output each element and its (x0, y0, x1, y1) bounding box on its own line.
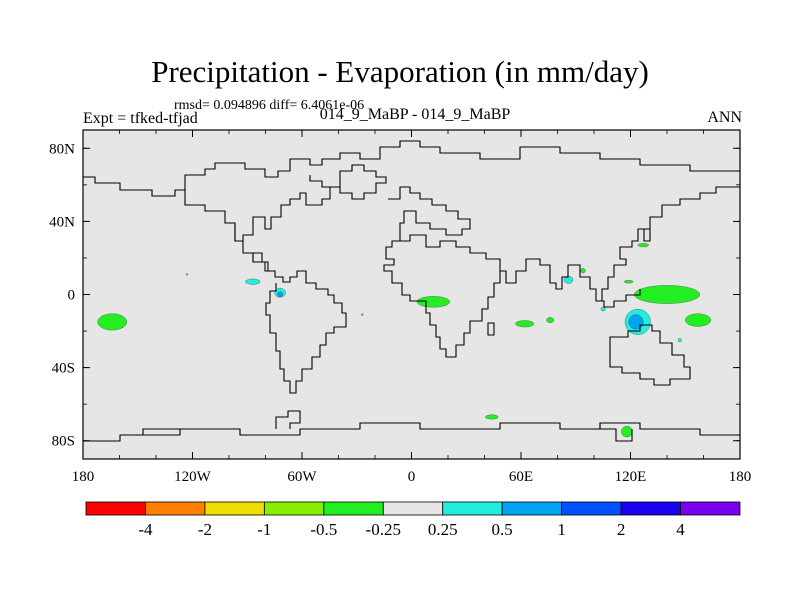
experiment-label: Expt = tfked-tfjad (83, 110, 198, 127)
field-contours (97, 243, 711, 438)
rmsd-diff-stats: rmsd= 0.094896 diff= 6.4061e-06 (174, 98, 365, 113)
field-patch-south-pacific (97, 313, 127, 331)
colorbar-swatch (85, 501, 146, 516)
field-patch-east-africa (515, 320, 534, 328)
colorbar-swatch (145, 501, 206, 516)
field-patch-sumatra (600, 307, 606, 312)
coastline-eurasia (383, 186, 740, 358)
x-tick-label: 120W (174, 469, 212, 485)
colorbar-swatch (204, 501, 265, 516)
y-tick-label: 40N (49, 214, 75, 230)
coastline-antarctic-peninsula (275, 410, 301, 429)
field-patch-central-america (245, 278, 261, 285)
colorbar-swatch (442, 501, 503, 516)
plot-title: Precipitation - Evaporation (in mm/day) (151, 54, 649, 89)
field-patch-south-america-east (361, 313, 364, 316)
colorbar-swatch (323, 501, 384, 516)
x-tick-label: 0 (408, 469, 416, 485)
coastlines (83, 140, 740, 442)
coastline-japan (643, 228, 651, 242)
coastline-greenland (330, 164, 387, 200)
coastline-hudson-bay (234, 175, 331, 242)
y-tick-label: 80N (49, 141, 75, 157)
colorbar-swatch (382, 501, 444, 516)
coastline-gulf-mexico (252, 252, 269, 271)
field-patch-queensland (677, 338, 682, 343)
field-patch-north-pacific (185, 273, 189, 276)
colorbar-label: 1 (557, 520, 566, 539)
coastline-north (83, 140, 740, 197)
field-patch-amazon-west-core (277, 291, 284, 298)
y-tick-label: 40S (52, 361, 75, 377)
y-tick-label: 80S (52, 434, 75, 450)
colorbar-swatch (263, 501, 325, 516)
colorbar-swatch (680, 501, 741, 516)
y-tick-label: 0 (68, 288, 76, 304)
colorbar-label: 4 (676, 520, 685, 539)
colorbar-label: -0.25 (366, 520, 401, 539)
field-patch-central-africa (416, 296, 451, 308)
x-tick-label: 180 (729, 469, 752, 485)
colorbar-label: 2 (617, 520, 626, 539)
colorbar-label: 0.5 (492, 520, 513, 539)
field-patch-new-guinea-core (628, 314, 644, 330)
colorbar-label: -1 (257, 520, 271, 539)
colorbar-label: 0.25 (428, 520, 458, 539)
colorbar-swatch (561, 501, 622, 516)
field-patch-antarctic-atlantic (485, 414, 499, 420)
x-tick-label: 120E (615, 469, 647, 485)
colorbar-label: -2 (198, 520, 212, 539)
x-tick-label: 180 (72, 469, 95, 485)
coastline-australia (609, 324, 691, 386)
field-patch-coral-sea (685, 313, 711, 327)
coastline-antarctica (83, 422, 740, 442)
coastline-ross-ice (142, 428, 180, 435)
colorbar-swatch (620, 501, 681, 516)
coastline-madagascar (487, 322, 495, 336)
y-axis: 80N 40N 0 40S 80S (49, 141, 740, 450)
field-patch-indian-ocean (546, 317, 555, 324)
season-label: ANN (707, 109, 742, 126)
field-patch-japan (637, 243, 649, 248)
field-patch-north-india (580, 268, 586, 274)
colorbar-label: -0.5 (310, 520, 337, 539)
field-patch-west-pacific (633, 285, 701, 304)
x-tick-label: 60W (287, 469, 317, 485)
field-patch-philippines (623, 280, 634, 284)
colorbar-label: -4 (138, 520, 153, 539)
coastline-wilkes (599, 423, 633, 442)
x-tick-label: 60E (509, 469, 533, 485)
colorbar-swatch (501, 501, 563, 516)
x-axis: 180 120W 60W 0 60E 120E 180 (72, 130, 752, 485)
case-label: 014_9_MaBP - 014_9_MaBP (319, 106, 511, 123)
colorbar: -4 -2 -1 -0.5 -0.25 0.25 0.5 1 2 4 (85, 501, 741, 539)
coastline-maritime (596, 289, 641, 308)
field-patch-antarctic-pacific (621, 425, 633, 438)
coastline-mediterranean (400, 234, 501, 271)
